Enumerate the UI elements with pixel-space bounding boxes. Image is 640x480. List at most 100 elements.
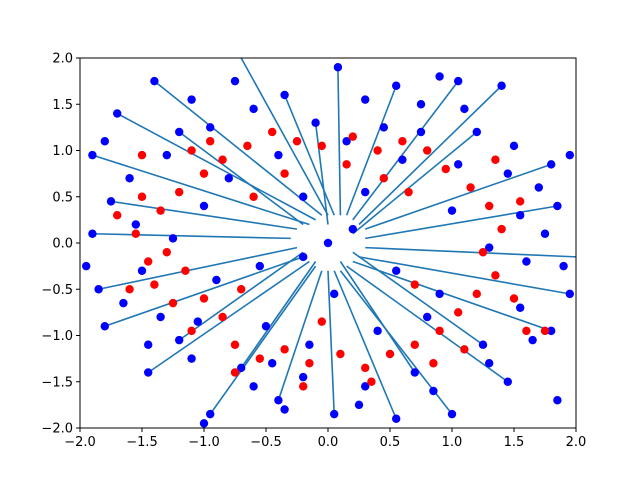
y-tick-label-7: 1.5: [52, 98, 73, 113]
blue-point-48: [249, 104, 258, 114]
segment-line-27: [352, 251, 484, 346]
blue-point-38: [361, 382, 370, 391]
blue-point-20: [100, 322, 110, 331]
red-point-61: [113, 211, 122, 220]
red-point-53: [379, 174, 388, 183]
red-point-37: [206, 137, 215, 146]
y-axis: −2.0 −1.5 −1.0 −0.5 0.0 0.5 1.0 1.5 2.0: [41, 52, 80, 437]
red-point-26: [423, 146, 432, 155]
segment-line-28: [178, 251, 304, 341]
y-tick-label-2: −1.0: [41, 329, 73, 344]
segment-line-20: [147, 260, 310, 374]
blue-point-56: [447, 206, 457, 215]
x-tick-label-1: −1.5: [126, 435, 158, 450]
blue-point-68: [230, 76, 240, 86]
segment-line-21: [104, 256, 304, 328]
blue-point-10: [553, 201, 562, 211]
segment-line-11: [365, 246, 576, 258]
segment-line-16: [333, 270, 397, 420]
blue-point-59: [299, 192, 308, 201]
y-tick-label-4: 0.0: [52, 237, 73, 252]
y-tick-label-0: −2.0: [41, 422, 73, 437]
red-point-51: [491, 155, 500, 164]
red-point-7: [199, 294, 209, 303]
y-tick-label-6: 1.0: [52, 144, 73, 159]
blue-point-26: [478, 340, 488, 349]
red-point-16: [410, 340, 419, 349]
blue-point-50: [162, 150, 171, 160]
blue-point-45: [460, 104, 469, 114]
blue-point-8: [497, 81, 506, 90]
red-point-38: [131, 229, 140, 238]
blue-point-82: [379, 123, 388, 132]
segment-line-2: [153, 80, 323, 216]
red-point-10: [255, 354, 264, 363]
blue-point-92: [199, 419, 209, 428]
blue-point-25: [472, 127, 481, 137]
red-point-19: [472, 289, 481, 299]
segment-line-25: [178, 131, 304, 226]
blue-point-44: [503, 169, 512, 178]
red-point-8: [218, 312, 227, 322]
blue-point-70: [144, 340, 153, 349]
y-tick-label-3: −0.5: [41, 283, 73, 298]
x-tick-label-7: 1.5: [504, 435, 525, 450]
blue-point-90: [100, 137, 110, 146]
red-point-43: [522, 326, 531, 336]
blue-point-91: [553, 396, 562, 405]
red-point-40: [125, 285, 134, 294]
blue-point-40: [485, 359, 494, 368]
segment-line-29: [314, 122, 329, 225]
segment-line-17: [327, 270, 335, 415]
blue-point-39: [429, 386, 438, 396]
blue-point-36: [249, 382, 258, 391]
red-point-44: [137, 150, 147, 160]
blue-point-19: [144, 368, 153, 377]
segment-line-12: [358, 256, 570, 295]
blue-point-46: [416, 100, 426, 109]
red-point-12: [305, 359, 314, 368]
blue-point-65: [559, 261, 568, 271]
red-point-13: [336, 349, 345, 359]
segment-line-31: [240, 261, 317, 369]
red-point-28: [373, 146, 382, 155]
segment-line-24: [110, 200, 298, 230]
red-point-32: [268, 127, 277, 137]
blue-point-34: [156, 312, 165, 322]
blue-point-3: [187, 95, 196, 104]
blue-point-88: [299, 252, 308, 262]
blue-point-11: [565, 289, 574, 299]
red-point-56: [237, 285, 246, 294]
blue-point-29: [410, 368, 419, 377]
red-point-15: [385, 349, 395, 359]
blue-point-52: [212, 275, 221, 285]
blue-point-80: [119, 298, 128, 308]
segment-line-1: [116, 112, 316, 221]
blue-point-84: [193, 317, 202, 326]
blue-point-31: [125, 174, 134, 183]
red-point-9: [230, 340, 240, 349]
blue-point-37: [299, 372, 308, 382]
blue-point-71: [528, 335, 537, 345]
red-point-60: [540, 326, 550, 336]
red-point-30: [317, 141, 326, 151]
red-point-57: [410, 280, 419, 289]
red-point-55: [249, 192, 258, 201]
blue-point-67: [435, 72, 444, 81]
blue-point-41: [516, 303, 525, 312]
segment-line-6: [345, 85, 397, 216]
blue-point-6: [392, 81, 401, 90]
blue-point-2: [150, 76, 159, 86]
red-point-46: [230, 368, 240, 377]
segment-line-13: [352, 260, 552, 332]
blue-point-47: [361, 95, 370, 104]
blue-point-42: [522, 257, 531, 266]
x-tick-label-3: −0.5: [250, 435, 282, 450]
blue-point-17: [274, 396, 283, 405]
blue-point-51: [199, 201, 209, 211]
blue-point-12: [547, 326, 556, 336]
blue-point-9: [547, 160, 556, 169]
x-tick-label-2: −1.0: [188, 435, 220, 450]
red-point-1: [156, 206, 165, 215]
segment-line-23: [92, 232, 291, 240]
